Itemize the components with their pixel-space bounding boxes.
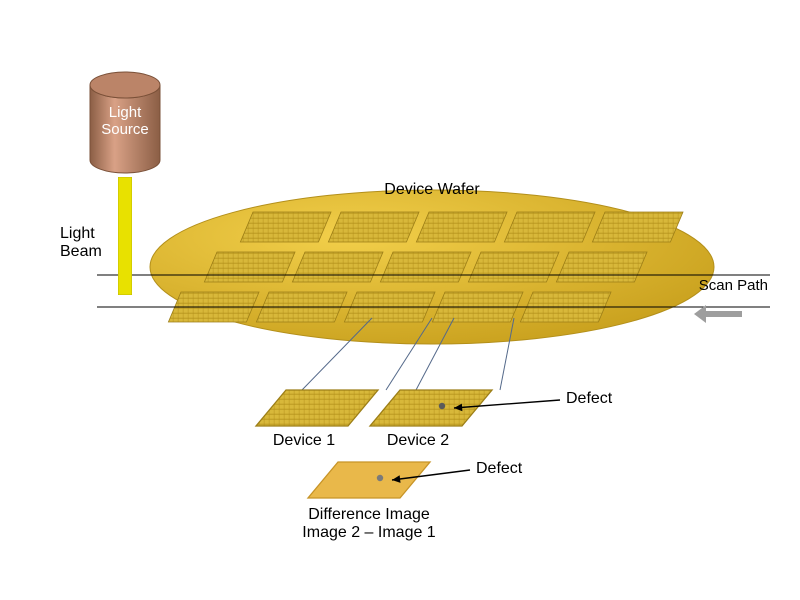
diagram-stage: Device WaferScan PathLight SourceLight B… [0,0,800,600]
difference-defect-label: Defect [476,460,522,478]
difference-label: Difference Image Image 2 – Image 1 [302,506,435,542]
